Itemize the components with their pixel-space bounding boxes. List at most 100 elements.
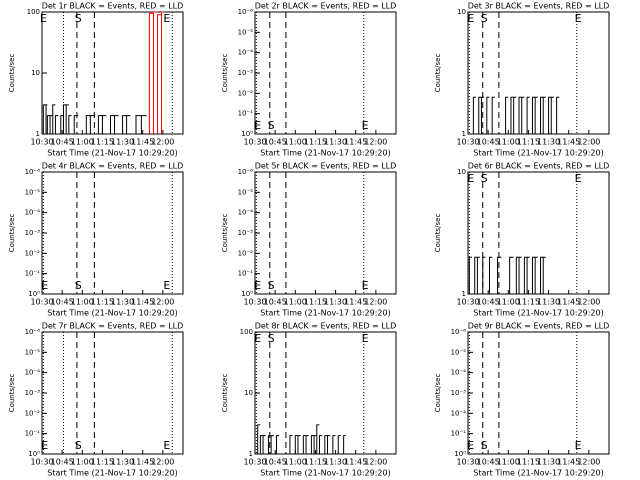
x-tick-label: 11:15 — [91, 138, 114, 147]
annotation: S — [481, 172, 488, 185]
y-tick-label: 10⁻⁵ — [25, 348, 41, 356]
step-segment — [513, 96, 517, 134]
step-segment — [316, 424, 320, 454]
x-tick-label: 10:30 — [243, 138, 266, 147]
x-tick-label: 11:00 — [71, 138, 94, 147]
y-tick-label: 10⁻² — [238, 249, 254, 257]
y-tick-label: 10⁻³ — [238, 69, 254, 77]
x-tick-label: 10:45 — [264, 298, 287, 307]
plot-frame — [254, 171, 397, 295]
y-tick-label: 10⁻⁵ — [451, 348, 467, 356]
x-tick-label: 10:45 — [477, 458, 500, 467]
y-tick-label: 10⁻³ — [25, 389, 41, 397]
step-segment — [534, 256, 538, 294]
y-tick-label: 10⁻⁴ — [451, 369, 467, 377]
step-segment — [556, 96, 560, 134]
step-segment — [267, 435, 272, 454]
x-axis-title: Start Time (21-Nov-17 10:29:20) — [47, 149, 177, 158]
x-tick-label: 12:00 — [151, 138, 174, 147]
y-tick-label: 10⁻⁶ — [451, 328, 467, 336]
annotation: E — [40, 12, 47, 25]
y-axis-title: Counts/sec — [221, 214, 229, 253]
step-segment — [476, 256, 481, 294]
plot-frame — [254, 11, 397, 135]
annotation: S — [75, 12, 82, 25]
y-tick-label: 10⁻⁴ — [25, 209, 41, 217]
x-tick-label: 10:45 — [51, 458, 74, 467]
step-segment — [65, 104, 69, 134]
x-tick-label: 11:45 — [344, 458, 367, 467]
annotation: E — [163, 439, 170, 452]
panel-title: Det 2r BLACK = Events, RED = LLD — [255, 2, 397, 11]
step-segment — [126, 115, 131, 134]
x-tick-label: 12:00 — [577, 458, 600, 467]
panel-title: Det 8r BLACK = Events, RED = LLD — [255, 322, 397, 331]
annotation: E — [163, 12, 170, 25]
x-tick-label: 11:30 — [537, 138, 560, 147]
x-tick-label: 11:45 — [131, 458, 154, 467]
x-axis-title: Start Time (21-Nov-17 10:29:20) — [473, 469, 603, 478]
panel-title: Det 5r BLACK = Events, RED = LLD — [255, 162, 397, 171]
step-segment — [531, 256, 536, 294]
y-tick-label: 100 — [240, 328, 253, 336]
y-axis-title: Counts/sec — [8, 374, 16, 413]
step-segment — [148, 12, 154, 134]
plot-frame — [467, 331, 610, 455]
y-tick-label: 10⁻³ — [238, 229, 254, 237]
x-tick-label: 11:45 — [131, 298, 154, 307]
step-segment — [85, 115, 91, 134]
step-segment — [548, 96, 552, 134]
x-tick-label: 10:30 — [456, 138, 479, 147]
y-axis-title: Counts/sec — [434, 54, 442, 93]
step-segment — [109, 115, 115, 134]
x-tick-label: 10:30 — [243, 298, 266, 307]
y-tick-label: 10⁰ — [28, 290, 40, 298]
y-tick-label: 10 — [457, 168, 466, 176]
y-axis-title: Counts/sec — [8, 214, 16, 253]
step-segment — [259, 435, 264, 454]
step-segment — [474, 256, 478, 294]
annotation: E — [254, 332, 261, 345]
y-axis-title: Counts/sec — [8, 54, 16, 93]
step-segment — [52, 104, 56, 134]
x-tick-label: 11:15 — [91, 298, 114, 307]
x-tick-label: 11:00 — [497, 458, 520, 467]
step-segment — [46, 115, 51, 134]
panel-title: Det 1r BLACK = Events, RED = LLD — [42, 2, 184, 11]
step-segment — [478, 96, 482, 134]
step-segment — [550, 96, 554, 134]
x-tick-label: 12:00 — [151, 298, 174, 307]
step-segment — [310, 435, 315, 454]
step-segment — [542, 256, 546, 294]
x-tick-label: 11:30 — [111, 138, 134, 147]
step-segment — [262, 435, 266, 454]
x-tick-label: 11:00 — [71, 298, 94, 307]
y-tick-label: 10⁻² — [25, 409, 41, 417]
step-segment — [531, 96, 536, 134]
step-segment — [488, 256, 493, 294]
step-segment — [534, 96, 538, 134]
y-axis-title: Counts/sec — [434, 214, 442, 253]
panel-title: Det 7r BLACK = Events, RED = LLD — [42, 322, 184, 331]
y-tick-label: 10⁻² — [238, 89, 254, 97]
step-segment — [526, 96, 530, 134]
x-tick-label: 11:30 — [324, 458, 347, 467]
y-tick-label: 1 — [462, 130, 466, 138]
x-tick-label: 11:15 — [517, 138, 540, 147]
annotation: S — [268, 119, 275, 132]
y-tick-label: 10⁻² — [451, 409, 467, 417]
step-segment — [45, 104, 48, 134]
plot-frame — [41, 171, 184, 295]
step-segment — [526, 256, 530, 294]
x-tick-label: 11:30 — [324, 138, 347, 147]
x-tick-label: 10:30 — [30, 298, 53, 307]
y-tick-label: 1 — [462, 290, 466, 298]
x-tick-label: 10:30 — [456, 298, 479, 307]
step-segment — [313, 435, 317, 454]
x-tick-label: 12:00 — [151, 458, 174, 467]
y-tick-label: 10⁻⁶ — [238, 168, 254, 176]
x-tick-label: 11:15 — [517, 298, 540, 307]
annotation: E — [41, 279, 48, 292]
x-tick-label: 11:30 — [537, 458, 560, 467]
